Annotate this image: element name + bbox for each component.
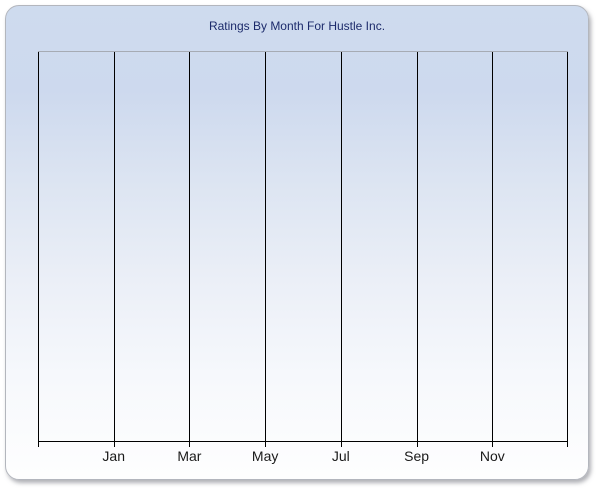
vertical-gridline <box>113 52 115 441</box>
x-axis-tick <box>416 442 418 447</box>
vertical-gridline <box>340 52 342 441</box>
x-tick-label: Jul <box>331 448 350 464</box>
x-axis-tick <box>567 442 568 447</box>
x-axis-tick <box>38 442 39 447</box>
vertical-gridline <box>38 52 39 441</box>
x-tick-label: Mar <box>177 448 202 464</box>
x-tick-label: May <box>251 448 279 464</box>
chart-title: Ratings By Month For Hustle Inc. <box>208 19 386 33</box>
chart-panel: Ratings By Month For Hustle Inc. Jan Mar M… <box>5 5 589 480</box>
vertical-gridline <box>492 52 494 441</box>
vertical-gridline <box>189 52 191 441</box>
x-axis-tick <box>113 442 115 447</box>
x-tick-label: Nov <box>479 448 505 464</box>
x-tick-label: Jan <box>102 448 125 464</box>
x-tick-label: Sep <box>404 448 430 464</box>
x-axis-tick <box>340 442 342 447</box>
vertical-gridline <box>416 52 418 441</box>
x-axis-tick <box>265 442 267 447</box>
vertical-gridline <box>265 52 267 441</box>
x-axis-tick <box>492 442 494 447</box>
x-axis-tick <box>189 442 191 447</box>
vertical-gridline <box>567 52 568 441</box>
plot-area: Jan Mar May Jul Sep Nov <box>38 51 568 464</box>
